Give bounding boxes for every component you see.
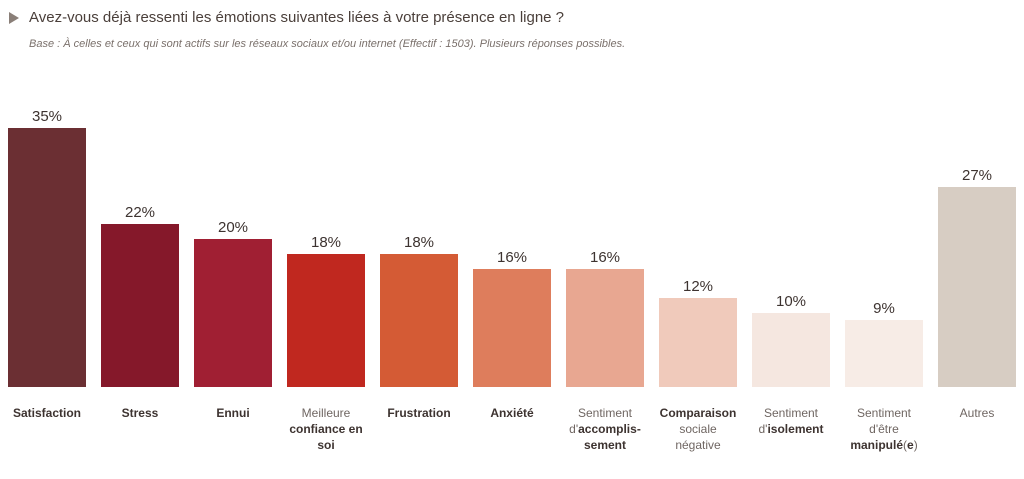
value-label: 9% xyxy=(873,300,895,318)
value-label: 16% xyxy=(589,248,621,266)
value-label: 16% xyxy=(496,248,528,266)
bar xyxy=(938,187,1016,387)
value-label: 20% xyxy=(217,219,249,236)
bar xyxy=(845,320,923,387)
category-label: Frustration xyxy=(387,406,451,420)
value-label: 35% xyxy=(31,108,63,125)
value-label: 18% xyxy=(310,233,342,251)
category-label: Comparaison sociale négative xyxy=(659,406,737,452)
bar xyxy=(473,268,551,387)
bar xyxy=(659,298,737,387)
bar xyxy=(380,253,458,387)
category-label: Sentiment d'accomplis-sement xyxy=(569,406,641,452)
category-label: Stress xyxy=(121,406,159,420)
value-label: 12% xyxy=(682,278,714,296)
category-label: Satisfaction xyxy=(12,406,81,420)
category-label: Sentiment d'être manipulé(e) xyxy=(850,406,918,452)
category-label: Meilleure confiance en soi xyxy=(289,406,363,452)
bar xyxy=(566,268,644,387)
category-label: Anxiété xyxy=(490,406,534,420)
bar xyxy=(8,128,86,387)
value-label: 22% xyxy=(124,204,156,222)
value-label: 10% xyxy=(775,293,807,310)
bar xyxy=(287,253,365,387)
triangle-right-icon xyxy=(9,12,19,24)
category-label: Sentiment d'isolement xyxy=(758,406,824,436)
chart-subtitle: Base : À celles et ceux qui sont actifs … xyxy=(29,38,626,50)
bar xyxy=(101,224,179,387)
bar xyxy=(752,313,830,387)
value-label: 18% xyxy=(403,233,435,251)
category-label: Autres xyxy=(959,406,995,420)
value-label: 27% xyxy=(961,167,993,185)
category-label: Ennui xyxy=(216,406,250,420)
bar xyxy=(194,239,272,387)
chart-title: Avez-vous déjà ressenti les émotions sui… xyxy=(29,9,565,26)
